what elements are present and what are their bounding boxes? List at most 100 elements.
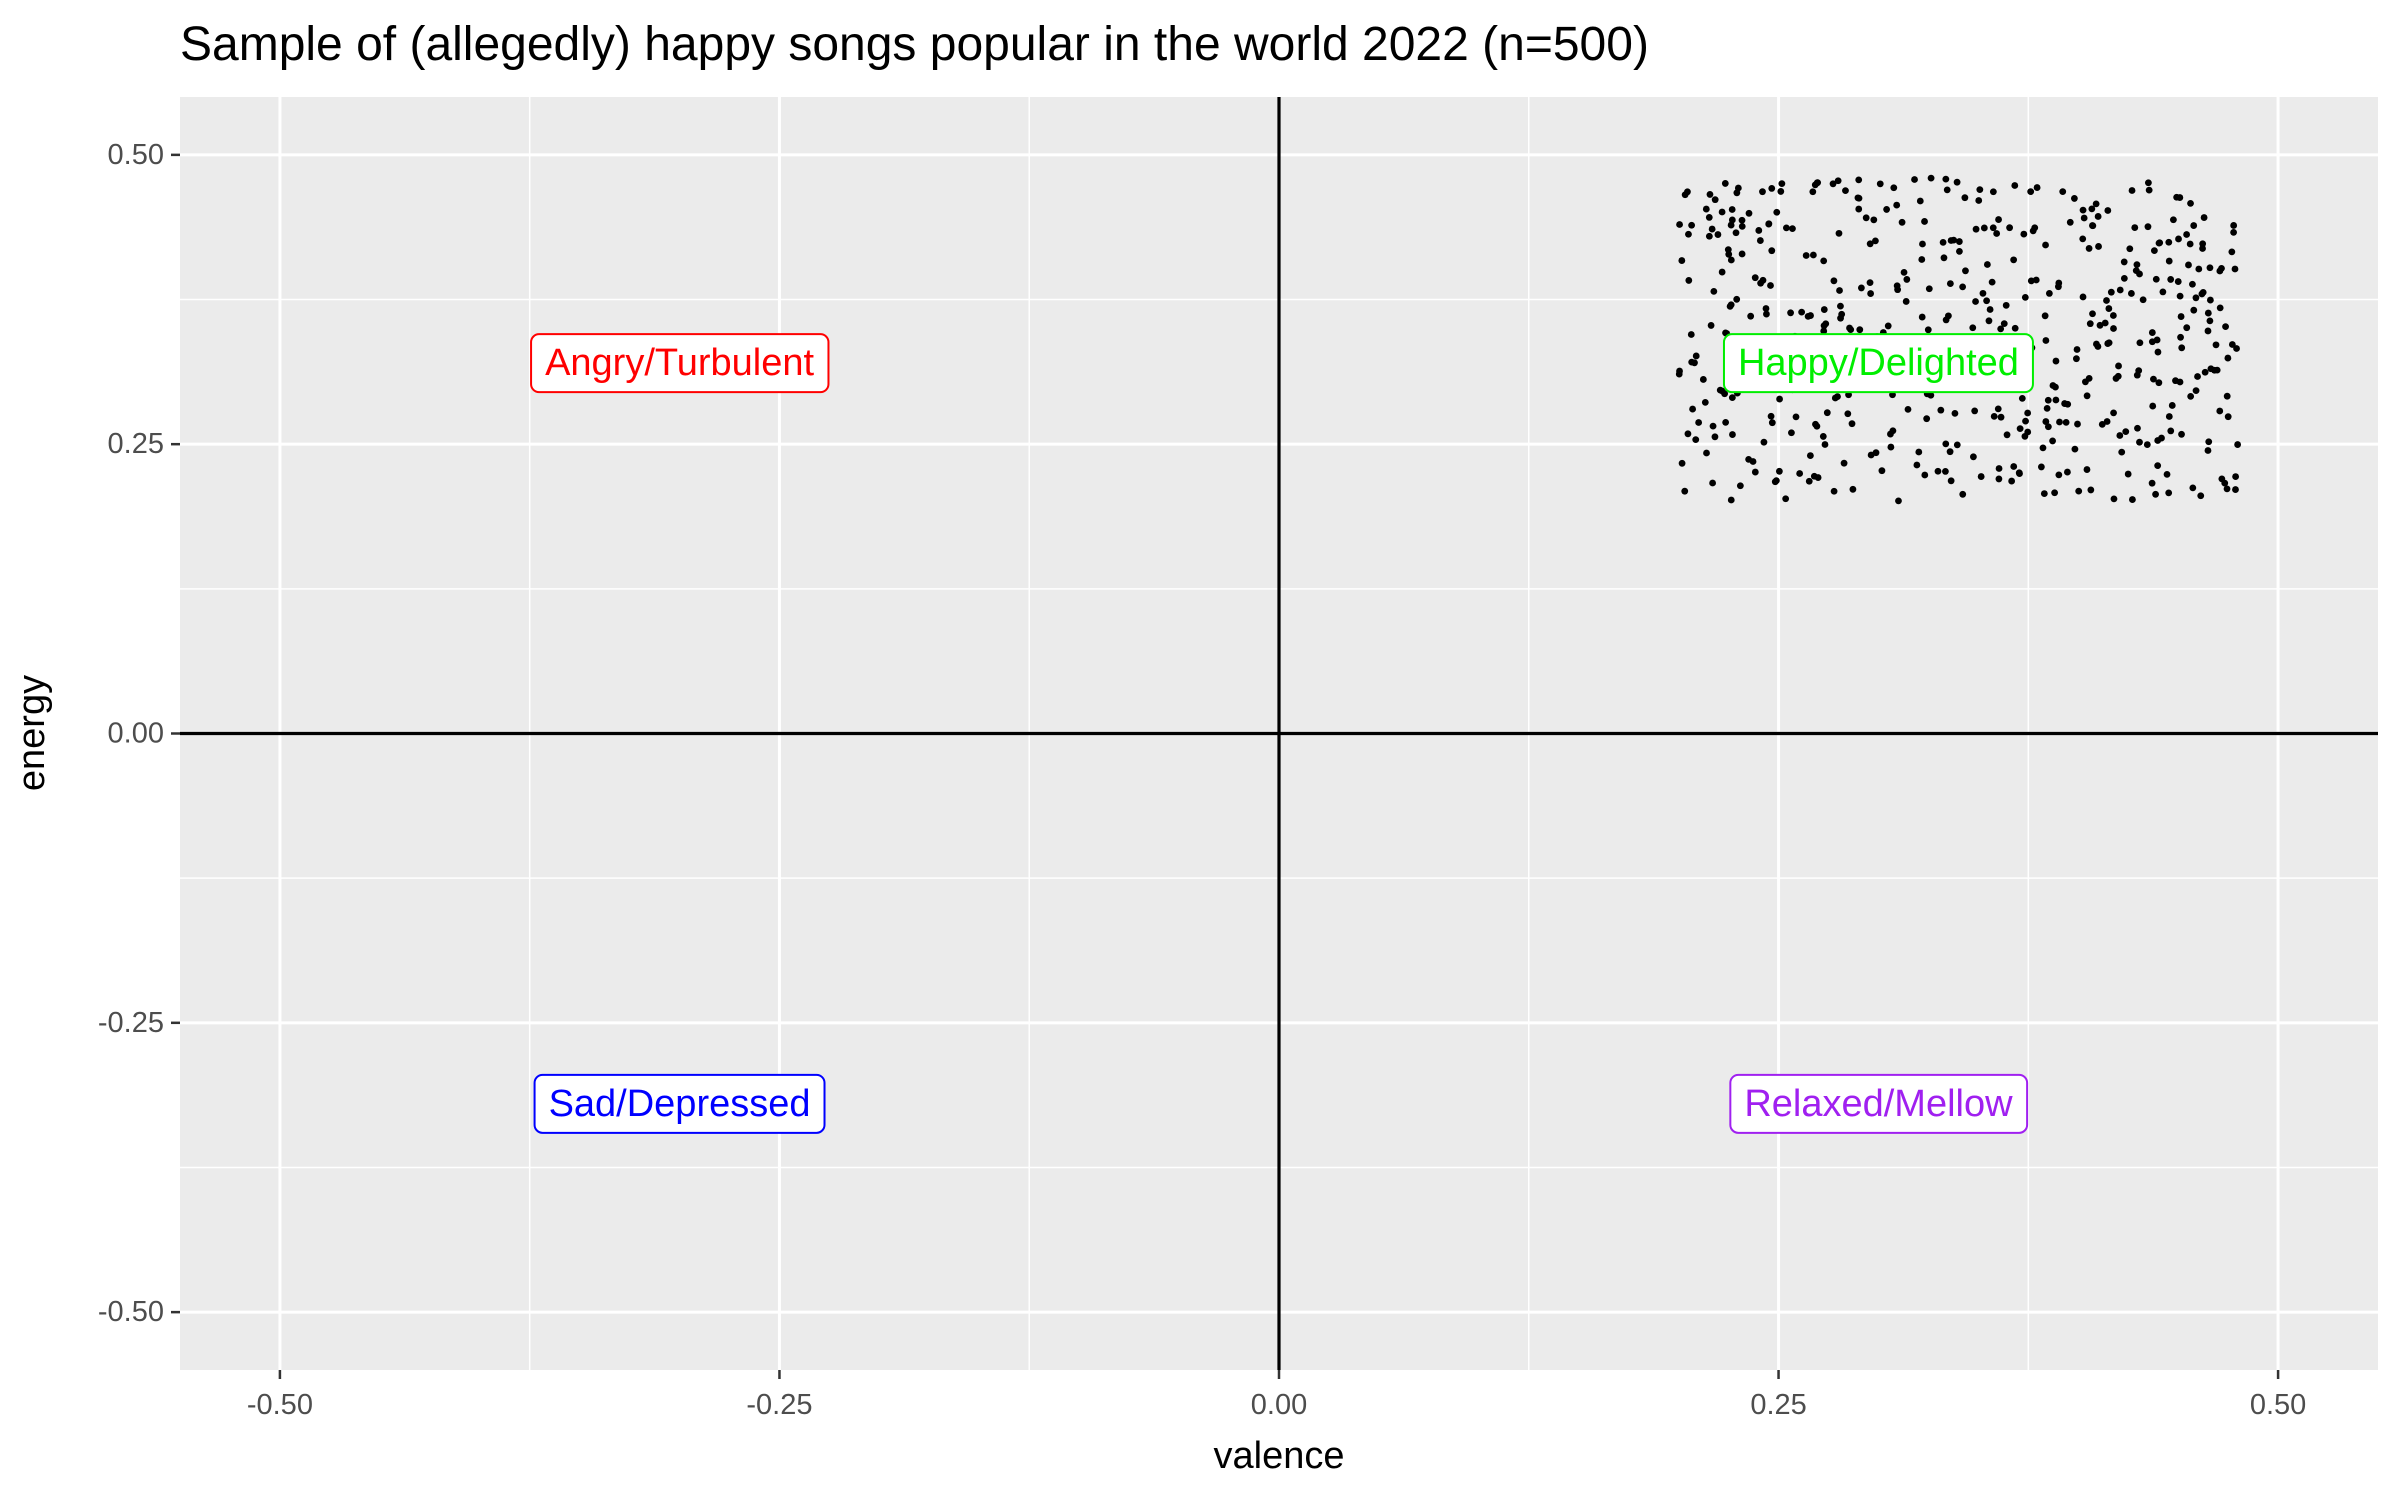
data-point xyxy=(2194,373,2201,380)
data-point xyxy=(1925,285,1933,293)
data-point xyxy=(2232,486,2239,493)
data-point xyxy=(1782,224,1790,232)
data-point xyxy=(1705,232,1713,240)
data-point xyxy=(2122,428,2130,436)
data-point xyxy=(1959,490,1967,498)
data-point xyxy=(1810,472,1818,480)
data-point xyxy=(1728,206,1736,213)
data-point xyxy=(2148,329,2156,336)
data-point xyxy=(2204,447,2212,454)
data-point xyxy=(2154,348,2162,356)
y-tick-label: -0.25 xyxy=(98,1007,164,1039)
data-point xyxy=(2040,490,2048,497)
data-point xyxy=(1995,475,2003,483)
data-point xyxy=(2136,270,2143,278)
data-point xyxy=(2082,378,2089,386)
data-point xyxy=(1762,305,1770,312)
data-point xyxy=(2201,368,2209,376)
data-point xyxy=(2165,257,2173,265)
data-point xyxy=(2103,418,2111,425)
data-point xyxy=(1988,278,1996,286)
data-point xyxy=(1980,224,1988,232)
data-point xyxy=(1685,230,1692,238)
data-point xyxy=(1792,413,1800,421)
data-point xyxy=(2043,404,2051,412)
data-point xyxy=(2073,346,2081,353)
data-point xyxy=(1727,301,1735,309)
data-point xyxy=(2165,238,2173,246)
data-point xyxy=(2088,205,2096,213)
data-point xyxy=(2174,278,2182,285)
data-point xyxy=(2118,448,2126,456)
data-point xyxy=(1736,482,1744,490)
data-point xyxy=(1718,268,1726,276)
data-point xyxy=(2178,430,2185,438)
quadrant-label: Relaxed/Mellow xyxy=(1729,1073,2029,1134)
data-point xyxy=(2163,470,2171,478)
data-point xyxy=(1990,412,1998,420)
data-point xyxy=(2083,392,2091,400)
data-point xyxy=(1887,430,1894,438)
data-point xyxy=(2120,274,2128,282)
data-point xyxy=(1678,257,1686,264)
data-point xyxy=(2027,188,2035,196)
reference-lines xyxy=(180,97,2378,1370)
data-point xyxy=(1943,186,1951,194)
data-point xyxy=(1866,279,1874,287)
data-point xyxy=(1711,433,1719,441)
data-point xyxy=(1844,410,1852,418)
quadrant-label-box xyxy=(533,1073,826,1134)
data-point xyxy=(2153,336,2161,344)
data-point xyxy=(1714,231,1722,238)
data-point xyxy=(1927,174,1935,182)
y-tick-label: 0.00 xyxy=(108,718,164,750)
data-point xyxy=(2128,187,2136,194)
data-point xyxy=(1997,325,2005,333)
data-point xyxy=(2136,438,2143,446)
data-point xyxy=(2052,357,2060,365)
data-point xyxy=(1911,176,1918,183)
data-point xyxy=(1738,222,1746,230)
data-point xyxy=(1983,261,1991,268)
data-point xyxy=(2154,462,2162,470)
data-point xyxy=(1805,477,1813,485)
data-point xyxy=(1940,254,1948,262)
data-point xyxy=(2133,261,2141,269)
data-point xyxy=(2115,362,2122,370)
data-point xyxy=(1768,185,1776,192)
data-point xyxy=(1776,395,1783,403)
data-point xyxy=(1878,467,1886,475)
data-point xyxy=(2114,372,2122,380)
data-point xyxy=(2073,355,2080,363)
data-point xyxy=(2042,337,2050,344)
data-point xyxy=(1722,418,1730,426)
data-point xyxy=(2103,297,2110,304)
data-point xyxy=(1821,441,1829,448)
data-point xyxy=(1894,286,1902,294)
data-point xyxy=(2187,392,2195,400)
data-point xyxy=(2205,438,2213,446)
data-point xyxy=(1866,240,1874,248)
data-point xyxy=(1820,257,1828,265)
data-point xyxy=(2052,396,2060,404)
data-point xyxy=(1867,290,1875,297)
data-point xyxy=(1782,495,1790,503)
data-point xyxy=(1837,302,1844,310)
data-point xyxy=(2223,392,2231,400)
data-point xyxy=(1718,208,1726,216)
data-point xyxy=(2109,312,2117,319)
data-point xyxy=(1942,175,1950,183)
data-point xyxy=(1916,197,1924,205)
data-point xyxy=(2096,321,2104,329)
data-point xyxy=(1830,277,1838,285)
data-point xyxy=(2173,193,2181,201)
data-point xyxy=(1924,326,1932,334)
data-point xyxy=(1675,370,1683,378)
data-point xyxy=(2150,375,2157,383)
data-point xyxy=(1728,394,1736,402)
data-point xyxy=(1985,317,1993,325)
data-point xyxy=(2204,327,2212,335)
data-point xyxy=(1857,284,1865,292)
data-point xyxy=(1945,312,1952,320)
